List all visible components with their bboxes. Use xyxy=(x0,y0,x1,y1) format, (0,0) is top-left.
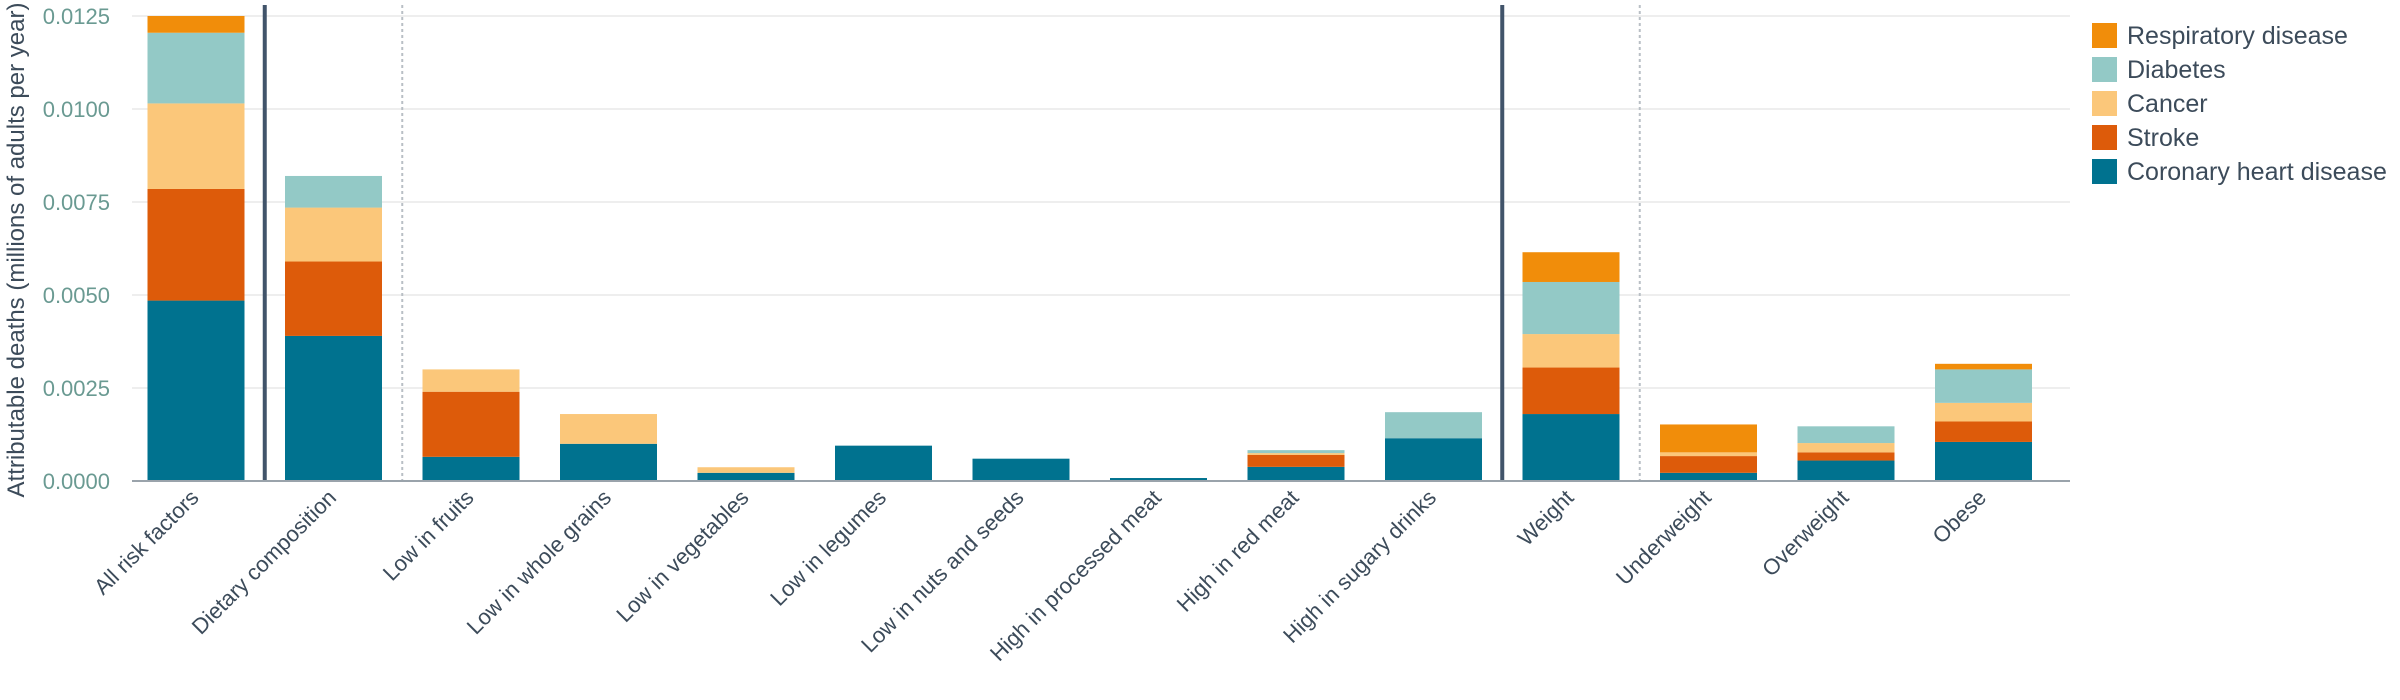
bar-segment xyxy=(1385,438,1482,481)
bar-segment xyxy=(1660,452,1757,457)
bar-segment xyxy=(1935,363,2032,370)
legend-label: Cancer xyxy=(2127,90,2208,118)
bar-segment xyxy=(422,391,520,457)
bar-segment xyxy=(1247,454,1345,467)
bar-segment xyxy=(1935,421,2032,442)
bar-segment xyxy=(1935,369,2032,403)
bar-segment xyxy=(147,300,245,481)
legend-swatch xyxy=(2092,57,2117,82)
bar-segment xyxy=(285,175,382,208)
bar-segment xyxy=(285,335,382,481)
y-tick-label: 0.0075 xyxy=(43,190,110,215)
bar-segment xyxy=(1522,414,1620,481)
bar-segment xyxy=(560,443,657,481)
x-tick-label: Overweight xyxy=(1757,485,1853,581)
y-tick-labels: 0.0000 0.0025 0.0050 0.0075 0.0100 0.0125 xyxy=(43,4,110,494)
legend-swatch xyxy=(2092,91,2117,116)
legend-label: Diabetes xyxy=(2127,56,2226,84)
bar-segment xyxy=(1247,466,1345,481)
legend: Respiratory disease Diabetes Cancer Stroke C… xyxy=(2092,22,2387,186)
group-dividers xyxy=(262,5,1641,481)
bar-segment xyxy=(147,16,245,33)
bar-segment xyxy=(1247,453,1345,455)
x-tick-label: Low in vegetables xyxy=(611,485,753,627)
bar-segment xyxy=(697,472,795,481)
x-tick-label: High in sugary drinks xyxy=(1278,485,1441,648)
bar-segment xyxy=(1660,424,1757,453)
bar-segment xyxy=(972,458,1070,481)
legend-label: Stroke xyxy=(2127,124,2199,152)
x-tick-label: Low in whole grains xyxy=(462,485,616,639)
x-tick-label: Low in legumes xyxy=(765,485,891,611)
bar-segment xyxy=(1797,443,1895,453)
bar-segment xyxy=(1660,456,1757,473)
legend-label: Respiratory disease xyxy=(2127,22,2348,50)
x-tick-label: Low in fruits xyxy=(378,485,479,586)
legend-swatch xyxy=(2092,125,2117,150)
bar-segment xyxy=(1247,450,1345,454)
x-tick-label: Underweight xyxy=(1611,485,1716,590)
x-tick-label: Obese xyxy=(1928,485,1992,549)
bar-segment xyxy=(1385,412,1482,439)
legend-swatch xyxy=(2092,23,2117,48)
bar-segment xyxy=(1110,478,1207,481)
legend-label: Coronary heart disease xyxy=(2127,158,2387,186)
bar-segment xyxy=(1797,460,1895,481)
bar-segment xyxy=(697,467,795,473)
y-tick-label: 0.0100 xyxy=(43,97,110,122)
bar-segment xyxy=(1522,281,1620,335)
bar-segment xyxy=(1522,252,1620,282)
x-tick-label: Dietary composition xyxy=(187,485,341,639)
bar-segment xyxy=(1797,452,1895,461)
bar-segment xyxy=(1522,367,1620,415)
bar-segment xyxy=(1935,441,2032,481)
bar-segment xyxy=(147,32,245,104)
bars xyxy=(147,16,2032,481)
bar-segment xyxy=(285,261,382,336)
y-tick-label: 0.0125 xyxy=(43,4,110,29)
legend-swatch xyxy=(2092,159,2117,184)
bar-segment xyxy=(285,207,382,262)
y-tick-label: 0.0025 xyxy=(43,376,110,401)
bar-segment xyxy=(1797,426,1895,444)
bar-segment xyxy=(422,369,520,392)
bar-segment xyxy=(422,456,520,481)
y-tick-label: 0.0050 xyxy=(43,283,110,308)
bar-segment xyxy=(1935,402,2032,422)
y-tick-label: 0.0000 xyxy=(43,469,110,494)
bar-segment xyxy=(1522,334,1620,368)
bar-segment xyxy=(835,445,932,481)
bar-segment xyxy=(560,414,657,444)
y-axis-label: Attributable deaths (millions of adults … xyxy=(3,3,30,498)
grid-lines xyxy=(132,15,2070,389)
x-tick-label: Weight xyxy=(1513,485,1579,551)
bar-segment xyxy=(147,103,245,189)
bar-segment xyxy=(147,188,245,301)
x-tick-label: All risk factors xyxy=(89,485,203,599)
x-tick-label: High in red meat xyxy=(1172,485,1304,617)
bar-segment xyxy=(1660,472,1757,481)
